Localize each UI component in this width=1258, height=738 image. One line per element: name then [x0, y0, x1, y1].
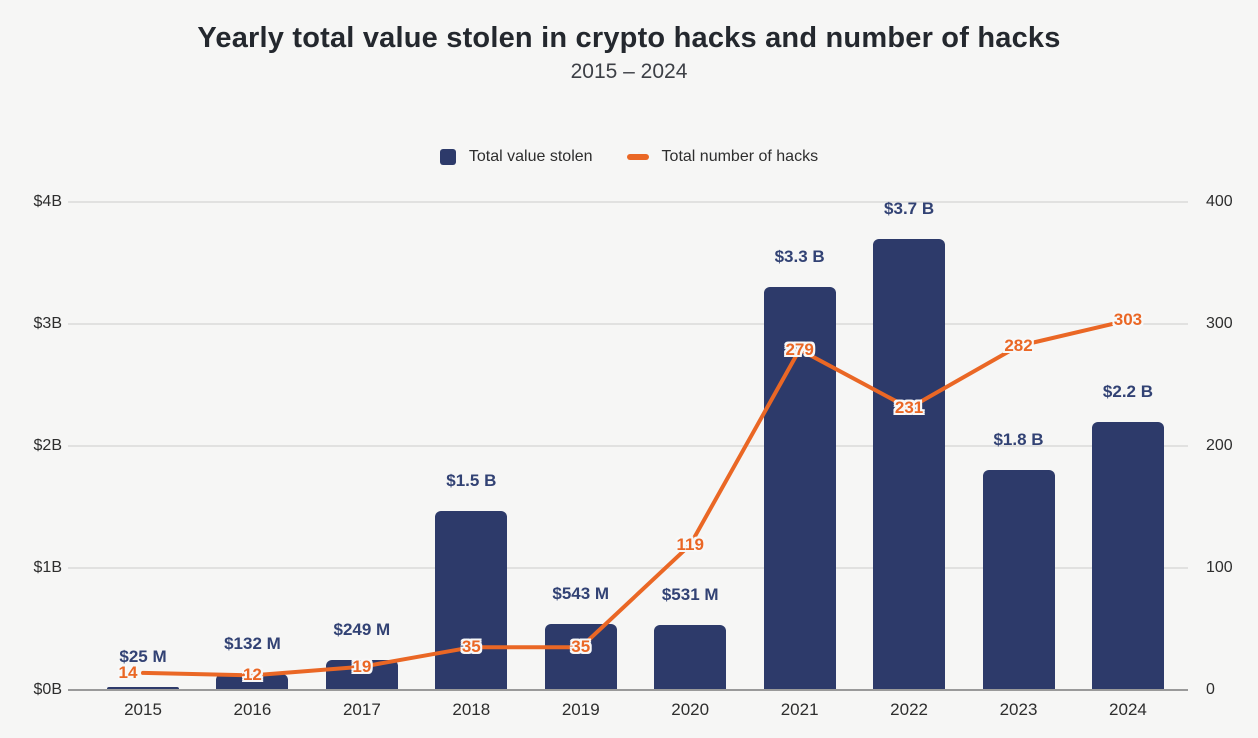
- x-axis-label-2016: 2016: [233, 700, 272, 719]
- x-axis-label-2017: 2017: [342, 700, 381, 719]
- y-axis-right-tick-100: 100: [1206, 559, 1233, 576]
- gridline-$4B: [68, 201, 1188, 203]
- x-axis-line: [68, 689, 1188, 691]
- bar-swatch-icon: [439, 149, 456, 165]
- x-axis-label-2024: 2024: [1109, 700, 1147, 719]
- y-axis-left-tick-$3B: $3B: [33, 315, 62, 332]
- bar-2016: [216, 674, 289, 690]
- bar-2023: [982, 470, 1055, 690]
- bar-2022: [873, 239, 946, 690]
- y-axis-right-tick-400: 400: [1206, 193, 1233, 210]
- line-value-label-2015: 14: [118, 662, 138, 682]
- x-axis-label-2020: 2020: [671, 700, 710, 719]
- bar-value-label-2016: $132 M: [224, 634, 281, 653]
- x-axis-label-2021: 2021: [780, 700, 819, 719]
- bar-value-label-2017: $249 M: [333, 620, 391, 639]
- gridline-$3B: [68, 323, 1188, 325]
- chart-subtitle: 2015 – 2024: [570, 60, 688, 83]
- bar-2020: [654, 625, 727, 690]
- gridline-$1B: [68, 567, 1188, 569]
- y-axis-left-tick-$0B: $0B: [33, 681, 62, 698]
- x-axis-label-2019: 2019: [561, 700, 600, 719]
- line-value-label-2024: 303: [1113, 310, 1143, 330]
- x-axis-label-2022: 2022: [890, 700, 928, 719]
- line-value-label-2017: 19: [352, 656, 372, 676]
- bar-2015: [107, 687, 179, 690]
- y-axis-left-tick-$4B: $4B: [33, 193, 62, 210]
- bar-2018: [435, 511, 508, 690]
- line-value-label-2016: 12: [242, 665, 262, 685]
- bar-2021: [763, 287, 836, 690]
- legend-item-total-value-stolen: Total value stolen: [439, 148, 593, 166]
- bar-value-label-2021: $3.3 B: [774, 247, 825, 266]
- bar-value-label-2022: $3.7 B: [884, 199, 935, 218]
- line-value-label-2019: 35: [571, 637, 591, 657]
- line-swatch-icon: [626, 154, 649, 160]
- bar-value-label-2015: $25 M: [119, 647, 167, 666]
- y-axis-left-tick-$1B: $1B: [33, 559, 62, 576]
- legend-label-total-value-stolen: Total value stolen: [468, 148, 593, 165]
- x-axis-label-2023: 2023: [999, 700, 1038, 719]
- y-axis-right-tick-0: 0: [1206, 681, 1215, 698]
- line-value-label-2022: 231: [894, 398, 924, 418]
- y-axis-left-tick-$2B: $2B: [33, 437, 62, 454]
- line-value-label-2018: 35: [461, 637, 481, 657]
- x-axis-label-2015: 2015: [124, 700, 162, 719]
- x-axis-label-2018: 2018: [452, 700, 491, 719]
- bar-value-label-2023: $1.8 B: [993, 430, 1044, 449]
- legend-item-total-number-of-hacks: Total number of hacks: [626, 148, 819, 166]
- gridline-$2B: [68, 445, 1188, 447]
- line-value-label-2023: 282: [1004, 335, 1033, 355]
- bar-2024: [1091, 422, 1164, 690]
- legend: Total value stolen Total number of hacks: [0, 148, 1258, 166]
- chart-title: Yearly total value stolen in crypto hack…: [197, 22, 1061, 54]
- y-axis-right-tick-200: 200: [1206, 437, 1233, 454]
- bar-value-label-2019: $543 M: [552, 584, 610, 603]
- line-value-label-2020: 119: [676, 534, 704, 554]
- legend-label-total-number-of-hacks: Total number of hacks: [661, 148, 819, 165]
- bar-value-label-2018: $1.5 B: [446, 471, 497, 490]
- bar-value-label-2024: $2.2 B: [1102, 382, 1153, 401]
- hacks-line-path: [141, 318, 1130, 678]
- bar-2019: [544, 624, 617, 690]
- y-axis-right-tick-300: 300: [1206, 315, 1233, 332]
- line-value-label-2021: 279: [785, 339, 814, 359]
- bar-value-label-2020: $531 M: [661, 585, 719, 604]
